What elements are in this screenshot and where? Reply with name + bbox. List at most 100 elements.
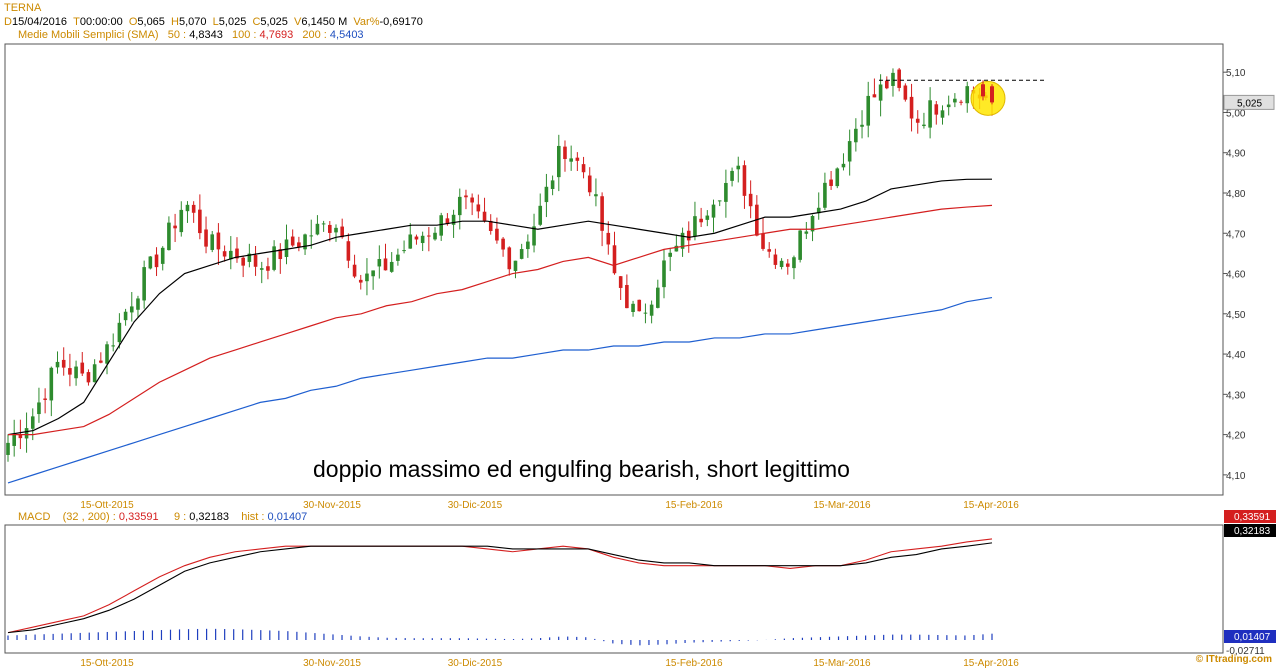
candle-body — [482, 211, 487, 221]
sma-line — [7, 296, 993, 484]
candle-body — [290, 236, 295, 246]
x-tick-label: 30-Dic-2015 — [448, 500, 503, 511]
candle-body — [383, 258, 388, 271]
candle-body — [686, 230, 691, 241]
candle-body — [24, 428, 29, 439]
candle-body — [662, 260, 666, 288]
candle-body — [68, 368, 72, 375]
candle-body — [204, 229, 208, 247]
candle-body — [829, 179, 833, 186]
macd-x-tick-label: 30-Nov-2015 — [303, 658, 361, 668]
y-tick-label: 4,10 — [1226, 471, 1246, 482]
candle-body — [915, 118, 920, 123]
candle-body — [835, 168, 840, 187]
y-tick-label: 4,40 — [1226, 350, 1246, 361]
var-value: -0,69170 — [379, 16, 423, 28]
macd-value-box — [1224, 524, 1276, 537]
price-box-label: 5,025 — [1237, 98, 1262, 109]
sma-label: Medie Mobili Semplici (SMA) — [18, 29, 159, 41]
candle-body — [501, 238, 505, 250]
macd-value-box-label: 0,33591 — [1234, 512, 1271, 523]
candle-body — [606, 232, 611, 245]
macd-x-tick-label: 15-Mar-2016 — [813, 658, 871, 668]
candle-body — [773, 254, 778, 265]
candle-body — [981, 84, 985, 97]
candle-body — [198, 209, 202, 234]
y-tick-label: 4,20 — [1226, 431, 1246, 442]
macd-value-box — [1224, 510, 1276, 523]
chart-annotation: doppio massimo ed engulfing bearish, sho… — [313, 456, 850, 482]
candle-body — [928, 100, 932, 128]
candle-body — [581, 164, 586, 173]
macd-panel-frame — [4, 524, 1224, 654]
candle-body — [705, 215, 710, 220]
hist-value: 0,01407 — [267, 511, 308, 523]
candle-body — [538, 205, 543, 225]
signal-label: 9 : — [173, 511, 187, 523]
candle-body — [433, 232, 437, 240]
candle-body — [699, 218, 703, 223]
candle-body — [909, 96, 914, 119]
candle-body — [693, 216, 697, 237]
candle-body — [49, 367, 54, 401]
candle-body — [953, 98, 957, 103]
y-tick-label: 4,60 — [1226, 270, 1246, 281]
sma50-label: 50 : — [167, 29, 187, 41]
candle-body — [37, 402, 41, 415]
macd-label: MACD — [18, 511, 51, 523]
candle-body — [30, 416, 35, 429]
candle-body — [556, 145, 561, 178]
candle-body — [711, 204, 716, 218]
candle-body — [785, 263, 790, 267]
candle-body — [340, 226, 344, 238]
candle-body — [761, 233, 765, 249]
candle-body — [111, 345, 116, 347]
candle-body — [563, 146, 567, 160]
candle-body — [674, 245, 679, 252]
candle-body — [798, 230, 802, 260]
x-tick-label: 15-Apr-2016 — [963, 500, 1019, 511]
symbol-title: TERNA — [4, 2, 42, 14]
candle-body — [847, 141, 852, 162]
macd-value: 0,33591 — [118, 511, 159, 523]
macd-value-box-label: 0,32183 — [1234, 526, 1271, 537]
candle-body — [625, 284, 629, 309]
candle-body — [284, 239, 289, 257]
macd-x-tick-label: 15-Feb-2016 — [665, 658, 723, 668]
candle-body — [792, 257, 796, 269]
x-tick-label: 15-Mar-2016 — [813, 500, 871, 511]
candle-body — [884, 80, 889, 89]
hist-label: hist : — [241, 511, 265, 523]
candle-body — [618, 276, 623, 288]
candle-body — [680, 232, 685, 249]
c-label: C — [252, 16, 261, 28]
sma200-label: 200 : — [302, 29, 327, 41]
candle-body — [823, 182, 827, 208]
candle-body — [123, 311, 128, 321]
x-tick-label: 30-Nov-2015 — [303, 500, 361, 511]
candle-body — [488, 220, 493, 232]
candle-body — [160, 247, 165, 264]
y-tick-label: 4,50 — [1226, 310, 1246, 321]
x-tick-label: 15-Feb-2016 — [665, 500, 723, 511]
candle-body — [303, 234, 307, 250]
candle-body — [365, 273, 369, 282]
macd-line — [7, 542, 993, 634]
candle-body — [457, 196, 462, 216]
highlight-circle — [970, 80, 1006, 116]
candle-body — [334, 227, 338, 233]
y-tick-label: 4,30 — [1226, 390, 1246, 401]
price-box — [1223, 94, 1275, 110]
candle-body — [451, 214, 456, 225]
date-value: 15/04/2016 — [11, 16, 68, 28]
candle-body — [328, 224, 332, 233]
candle-body — [841, 163, 846, 168]
var-label: Var% — [353, 16, 380, 28]
candle-body — [532, 226, 536, 246]
candle-body — [587, 175, 592, 193]
candle-body — [748, 193, 753, 207]
candle-body — [12, 434, 16, 446]
candle-body — [575, 157, 580, 161]
candle-body — [167, 222, 171, 251]
